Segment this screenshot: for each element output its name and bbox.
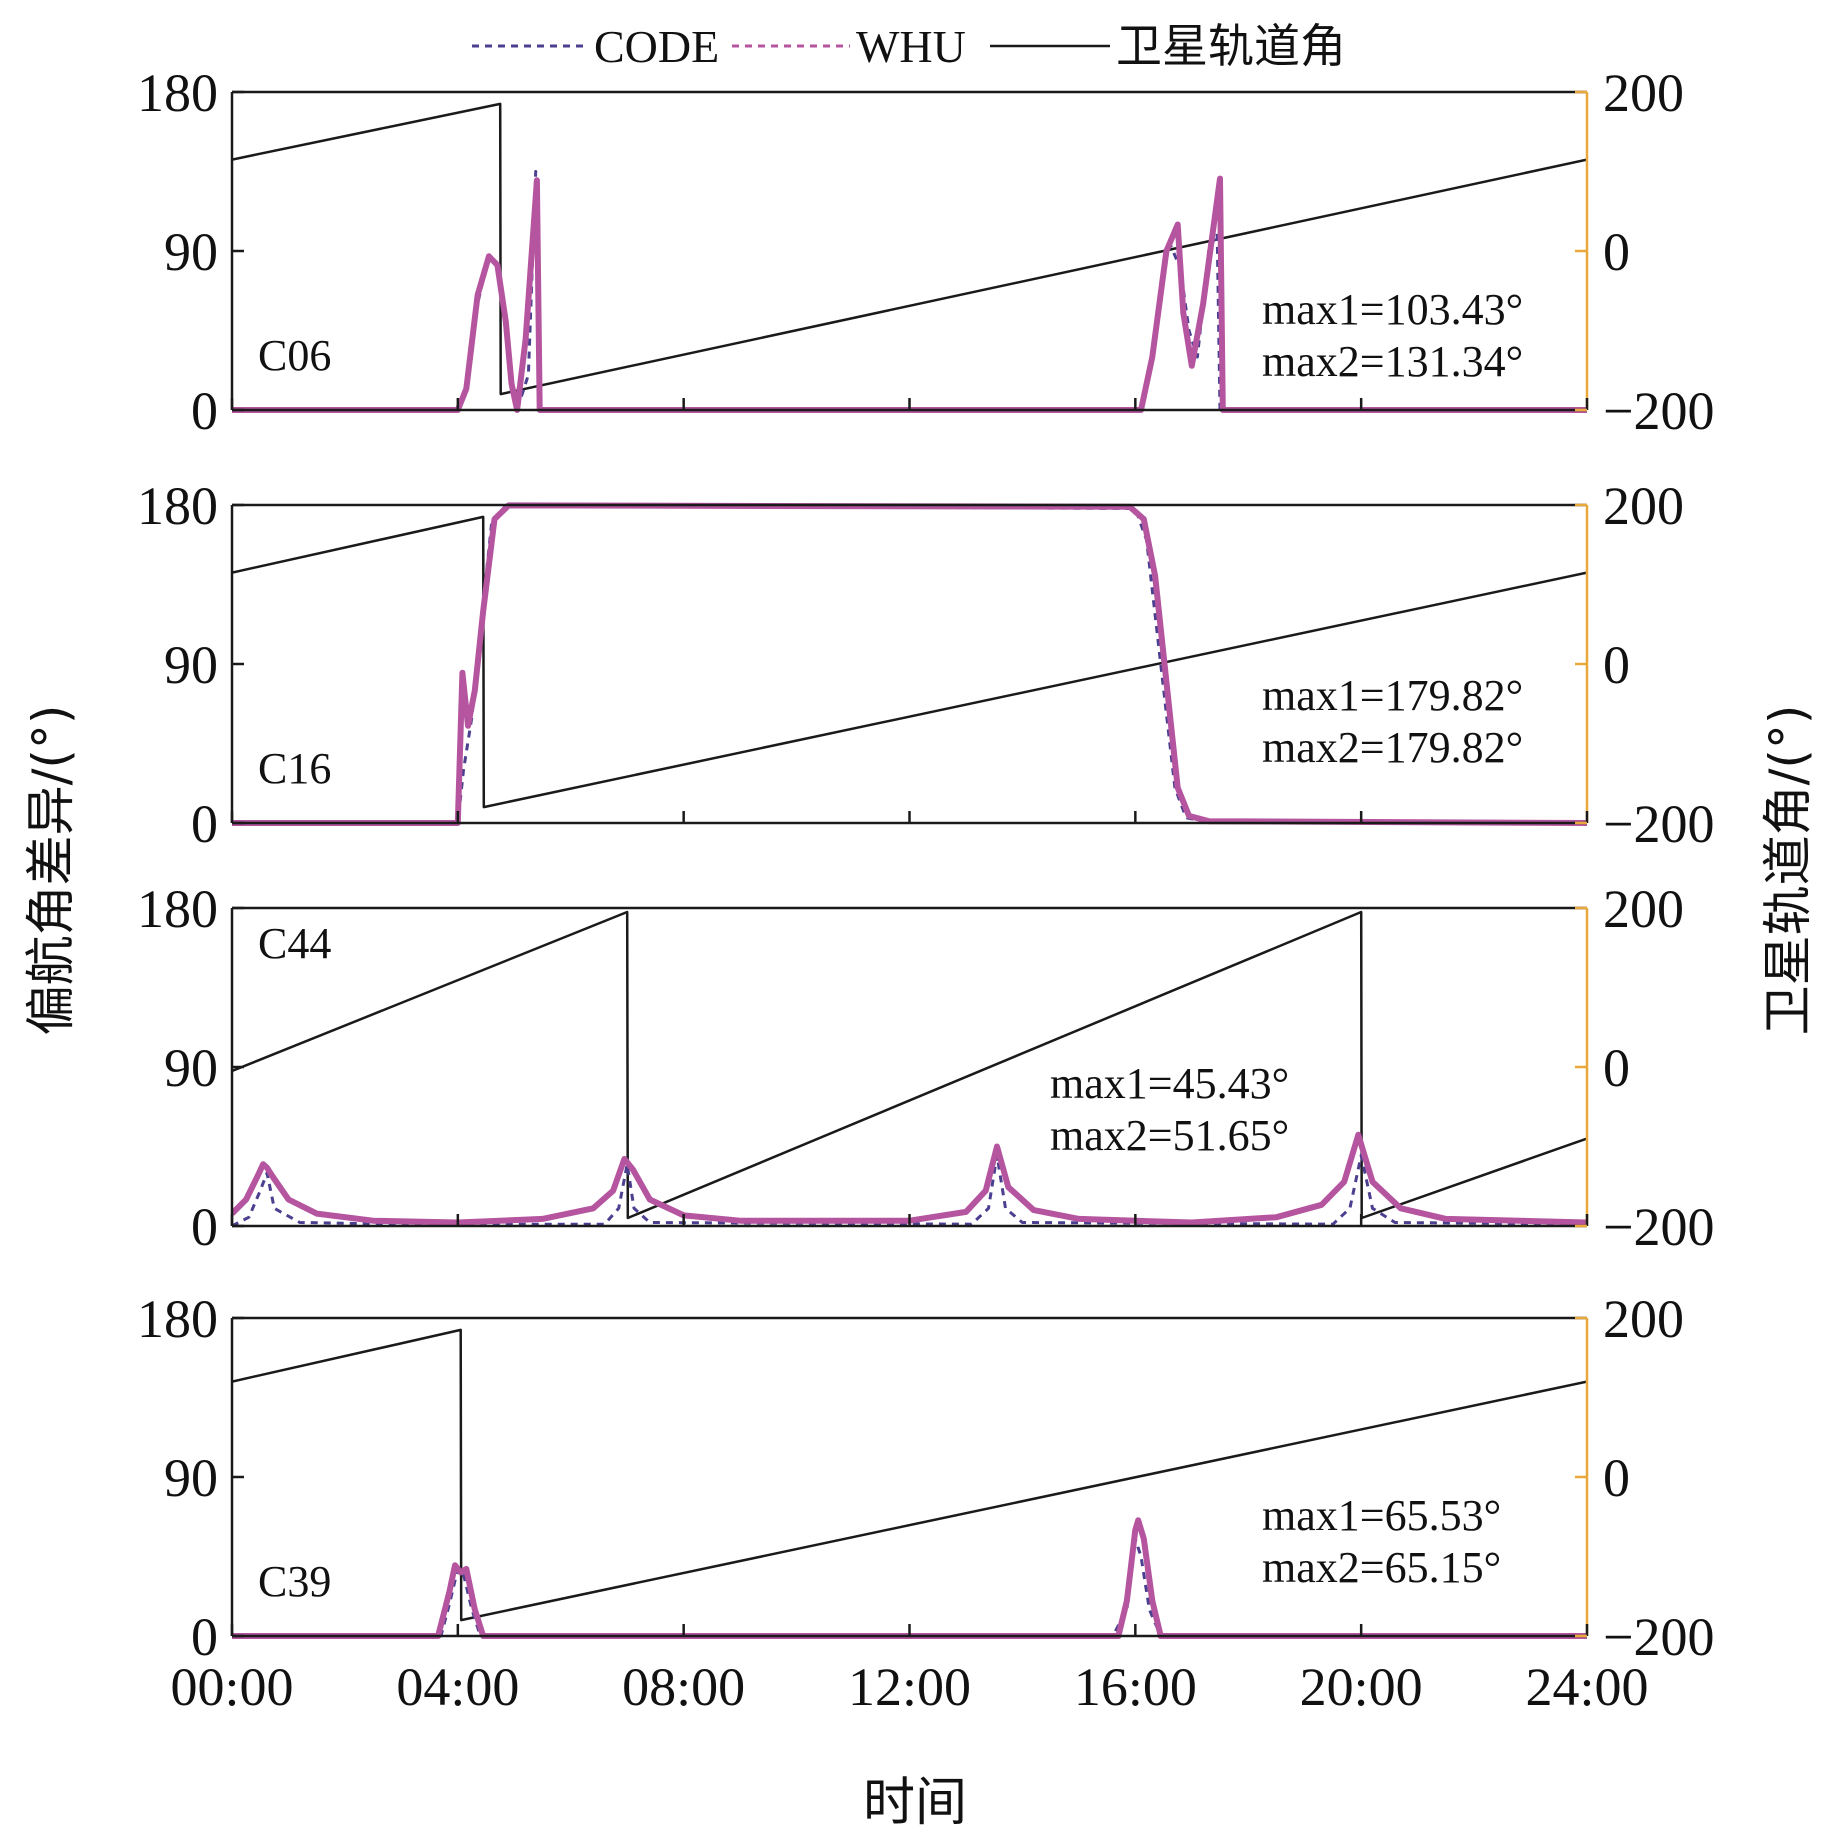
- max2-annotation: max2=179.82°: [1262, 723, 1523, 772]
- y-left-tick-label: 180: [137, 476, 218, 536]
- max2-annotation: max2=65.15°: [1262, 1543, 1501, 1592]
- max2-annotation: max2=131.34°: [1262, 337, 1523, 386]
- orbit-angle-line: [232, 102, 1587, 396]
- y-left-tick-label: 180: [137, 1289, 218, 1349]
- legend-label-whu: WHU: [856, 21, 966, 72]
- y-right-tick-label: 0: [1603, 1448, 1630, 1508]
- code-series-line: [232, 503, 1587, 825]
- x-tick-labels: 00:00 04:00 08:00 12:00 16:00 20:00 24:00: [170, 1657, 1648, 1717]
- y-left-tick-label: 0: [191, 1197, 218, 1257]
- code-series-line: [232, 1153, 1587, 1228]
- y-left-tick-label: 90: [164, 635, 218, 695]
- y-right-tick-label: −200: [1603, 794, 1714, 854]
- max1-annotation: max1=179.82°: [1262, 671, 1523, 720]
- y-right-tick-label: 200: [1603, 63, 1684, 123]
- y-left-tick-label: 0: [191, 1607, 218, 1667]
- y-left-tick-label: 90: [164, 1038, 218, 1098]
- panel-c44: 0 90 180 −200 0 200 C44 max1=45.43°max2=51.65°: [137, 879, 1714, 1257]
- panels: 0 90 180 −200 0 200 C06 max1=103.43°max2=131.34…: [137, 63, 1714, 1667]
- y-right-tick-label: 200: [1603, 476, 1684, 536]
- y-left-tick-label: 0: [191, 794, 218, 854]
- y-left-tick-label: 180: [137, 879, 218, 939]
- x-tick-label: 24:00: [1525, 1657, 1648, 1717]
- y-right-axis-label: 卫星轨道角/(°): [1759, 705, 1817, 1036]
- y-right-tick-label: 200: [1603, 1289, 1684, 1349]
- whu-series-line: [232, 175, 1587, 413]
- y-left-tick-label: 90: [164, 1448, 218, 1508]
- panel-label: C44: [258, 919, 331, 968]
- panel-label: C16: [258, 744, 331, 793]
- y-right-tick-label: −200: [1603, 381, 1714, 441]
- orbit-angle-line: [232, 1328, 1587, 1622]
- max2-annotation: max2=51.65°: [1050, 1111, 1289, 1160]
- panel-c16: 0 90 180 −200 0 200 C16 max1=179.82°max2=179.82…: [137, 476, 1714, 854]
- x-tick-label: 04:00: [396, 1657, 519, 1717]
- legend-label-orbit: 卫星轨道角: [1116, 19, 1346, 73]
- x-axis-label: 时间: [863, 1773, 967, 1833]
- x-tick-label: 00:00: [170, 1657, 293, 1717]
- y-right-tick-label: 0: [1603, 1038, 1630, 1098]
- whu-series-line: [232, 1131, 1587, 1226]
- x-tick-label: 16:00: [1074, 1657, 1197, 1717]
- y-right-tick-label: 0: [1603, 635, 1630, 695]
- max1-annotation: max1=103.43°: [1262, 285, 1523, 334]
- y-right-tick-label: −200: [1603, 1607, 1714, 1667]
- y-right-tick-label: −200: [1603, 1197, 1714, 1257]
- x-tick-label: 12:00: [848, 1657, 971, 1717]
- panel-c06: 0 90 180 −200 0 200 C06 max1=103.43°max2=131.34…: [137, 63, 1714, 441]
- legend-label-code: CODE: [594, 21, 719, 72]
- y-left-tick-label: 90: [164, 222, 218, 282]
- legend: CODE WHU 卫星轨道角: [472, 19, 1346, 73]
- y-left-tick-label: 180: [137, 63, 218, 123]
- panel-label: C39: [258, 1557, 331, 1606]
- panel-c39: 0 90 180 −200 0 200 C39 max1=65.53°max2=65.15°: [137, 1289, 1714, 1667]
- orbit-angle-line: [232, 910, 1587, 1220]
- panel-label: C06: [258, 331, 331, 380]
- orbit-angle-line: [232, 515, 1587, 809]
- max1-annotation: max1=45.43°: [1050, 1059, 1289, 1108]
- y-left-axis-label: 偏航角差异/(°): [22, 705, 80, 1036]
- y-right-tick-label: 200: [1603, 879, 1684, 939]
- max1-annotation: max1=65.53°: [1262, 1491, 1501, 1540]
- x-tick-label: 20:00: [1300, 1657, 1423, 1717]
- y-left-tick-label: 0: [191, 381, 218, 441]
- x-tick-label: 08:00: [622, 1657, 745, 1717]
- whu-series-line: [232, 502, 1587, 826]
- y-right-tick-label: 0: [1603, 222, 1630, 282]
